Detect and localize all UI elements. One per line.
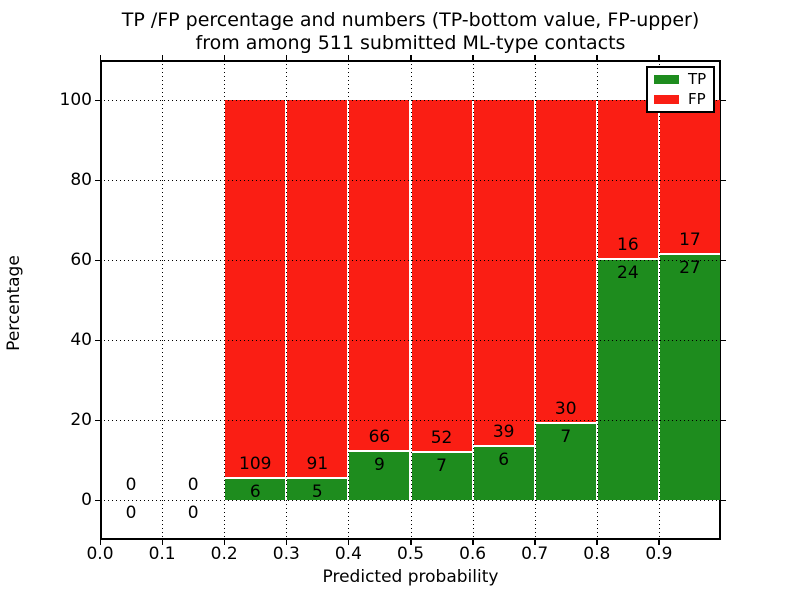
y-tick-label: 60 <box>70 250 92 270</box>
fp-count-label: 17 <box>679 229 701 250</box>
tp-count-label: 0 <box>187 503 199 523</box>
tp-legend-swatch <box>654 75 679 84</box>
fp-count-label: 91 <box>306 454 329 475</box>
tp-count-label: 6 <box>498 449 510 470</box>
tp-bar-segment <box>225 479 286 500</box>
fp-bar-segment <box>411 100 472 453</box>
y-tick-mark <box>95 179 100 181</box>
y-tick-mark-right <box>721 259 726 261</box>
tp-bar-segment <box>597 260 658 500</box>
x-tick-mark <box>410 540 412 545</box>
x-tick-mark-top <box>285 55 288 60</box>
y-tick-mark <box>95 339 100 341</box>
fp-count-label: 30 <box>554 399 577 420</box>
y-tick-mark <box>95 419 100 421</box>
fp-count-label: 0 <box>125 475 137 495</box>
x-tick-label: 0.0 <box>86 544 114 564</box>
y-tick-label: 40 <box>70 330 92 350</box>
x-tick-mark-top <box>347 55 350 60</box>
tp-count-label: 0 <box>125 503 137 523</box>
y-tick-mark <box>95 499 100 501</box>
x-axis-label: Predicted probability <box>322 567 499 587</box>
x-tick-mark-top <box>596 55 598 60</box>
fp-legend-label: FP <box>688 90 706 108</box>
y-tick-mark-right <box>721 179 726 181</box>
x-tick-label: 0.8 <box>583 544 611 564</box>
chart-title-line-2: from among 511 submitted ML-type contact… <box>195 32 626 54</box>
tp-bar-segment <box>349 452 410 500</box>
tp-bar-segment <box>659 254 720 500</box>
x-tick-mark <box>223 540 226 545</box>
x-tick-mark <box>347 540 350 545</box>
fp-count-label: 16 <box>617 235 639 255</box>
fp-legend-swatch <box>654 95 679 104</box>
x-tick-label: 0.4 <box>334 544 362 564</box>
chart-title: TP /FP percentage and numbers (TP-bottom… <box>100 9 721 55</box>
legend-item-fp: FP <box>654 92 713 107</box>
y-tick-mark-right <box>721 419 726 421</box>
y-tick-mark <box>95 99 100 101</box>
tp-count-label: 24 <box>617 263 639 283</box>
legend: TP FP <box>646 66 715 113</box>
x-tick-label: 0.5 <box>396 544 425 564</box>
x-tick-mark <box>534 540 536 545</box>
x-tick-label: 0.1 <box>148 544 176 564</box>
y-tick-mark-right <box>721 99 726 101</box>
y-axis-label: Percentage <box>4 255 24 351</box>
tp-bar-segment <box>287 479 348 500</box>
tp-count-label: 7 <box>436 455 447 476</box>
x-tick-mark-top <box>472 55 474 60</box>
fp-count-label: 52 <box>430 427 453 448</box>
x-tick-mark <box>99 540 101 545</box>
fp-bar-segment <box>659 100 720 255</box>
fp-bar-segment <box>535 100 596 425</box>
x-tick-mark <box>658 540 660 545</box>
x-tick-label: 0.9 <box>645 544 673 564</box>
chart-title-line-1: TP /FP percentage and numbers (TP-bottom… <box>121 9 700 31</box>
x-tick-mark <box>472 540 474 545</box>
x-tick-mark <box>285 540 288 545</box>
tp-count-label: 5 <box>311 482 323 503</box>
x-tick-mark-top <box>534 55 536 60</box>
legend-item-tp: TP <box>654 72 713 87</box>
tp-count-label: 27 <box>679 257 701 278</box>
y-tick-label: 80 <box>70 170 92 190</box>
x-tick-label: 0.7 <box>521 544 549 564</box>
x-tick-mark-top <box>99 55 101 60</box>
fp-count-label: 0 <box>187 475 199 495</box>
fp-bar-segment <box>287 100 348 480</box>
fp-bar-segment <box>473 100 534 447</box>
fp-count-label: 109 <box>239 454 272 475</box>
tp-bar-segment <box>535 424 596 500</box>
tp-count-label: 9 <box>374 455 385 475</box>
fp-count-label: 66 <box>368 427 391 447</box>
x-tick-label: 0.3 <box>272 544 300 564</box>
fp-bar-segment <box>349 100 410 452</box>
x-tick-mark-top <box>410 55 412 60</box>
x-tick-mark <box>161 540 164 545</box>
fp-bar-segment <box>225 100 286 480</box>
x-tick-mark-top <box>161 55 164 60</box>
x-tick-label: 0.6 <box>459 544 487 564</box>
x-tick-mark-top <box>658 55 660 60</box>
fp-count-label: 39 <box>492 421 515 442</box>
tp-bar-segment <box>411 452 472 500</box>
y-tick-mark <box>95 259 100 261</box>
tp-count-label: 6 <box>249 482 261 503</box>
x-tick-mark <box>596 540 598 545</box>
y-tick-mark-right <box>721 339 726 341</box>
y-tick-label: 20 <box>70 410 92 430</box>
x-tick-mark-top <box>223 55 226 60</box>
y-tick-mark-right <box>721 499 726 501</box>
y-tick-label: 0 <box>81 490 92 510</box>
x-tick-label: 0.2 <box>210 544 238 564</box>
tp-bar-segment <box>473 446 534 500</box>
tp-count-label: 7 <box>560 427 572 448</box>
tp-legend-label: TP <box>688 70 707 88</box>
y-tick-label: 100 <box>59 90 92 110</box>
